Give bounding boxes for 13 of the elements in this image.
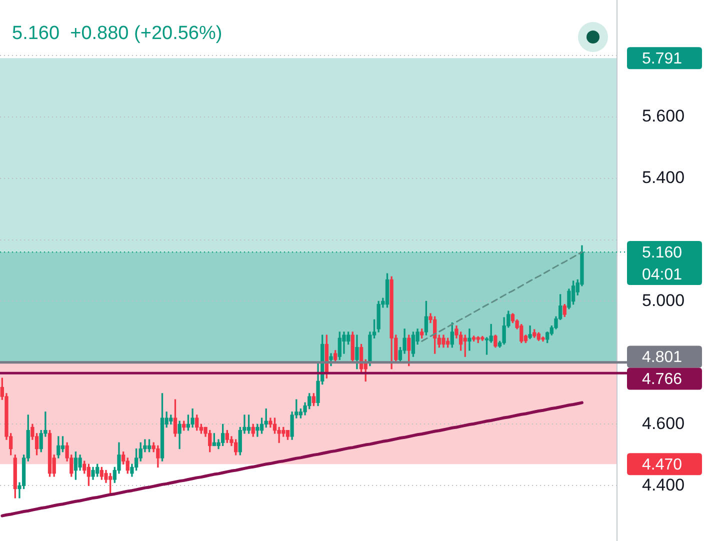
ref-line-label: 5.160 04:01 [642, 244, 682, 284]
ref-line-label: 4.766 [642, 371, 682, 388]
ref-line-label: 4.801 [642, 349, 682, 366]
text: 5.160 +0.880 (+20.56%) [12, 22, 222, 46]
band-label: 4.470 [642, 456, 682, 474]
y-tick-label: 5.600 [642, 106, 685, 126]
band-label: 5.791 [642, 50, 682, 68]
candlestick [468, 328, 472, 351]
y-tick-label: 4.600 [642, 414, 685, 433]
y-tick-label: 5.000 [642, 290, 685, 310]
line-series [421, 251, 583, 342]
y-tick-label: 5.400 [642, 168, 685, 187]
y-tick-label: 4.400 [642, 475, 685, 494]
